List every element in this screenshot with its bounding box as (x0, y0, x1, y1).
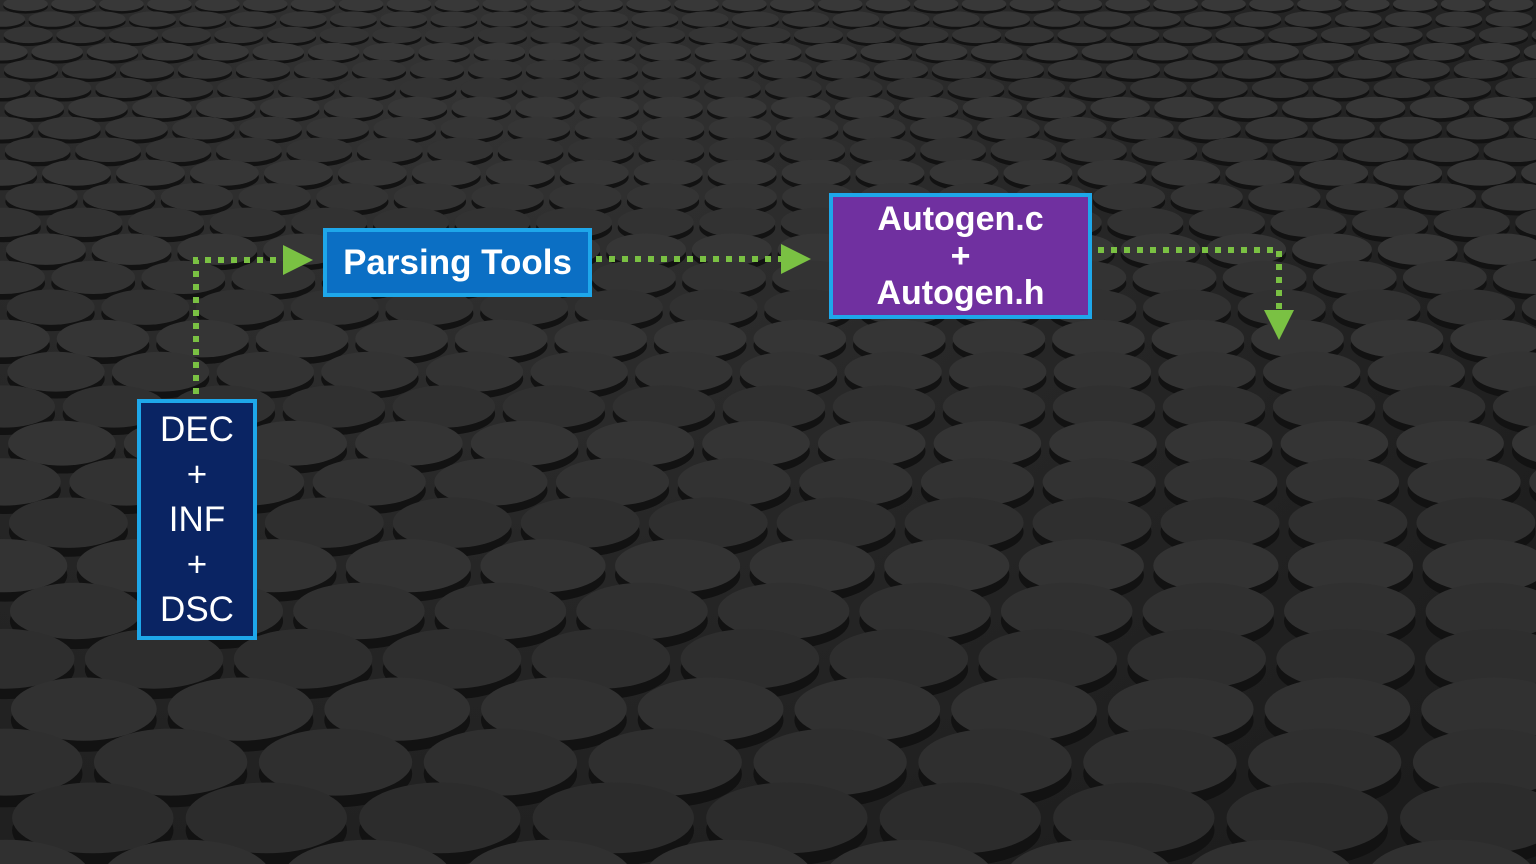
autogen-line-c: Autogen.c (877, 199, 1044, 238)
source-line-dsc: DSC (160, 590, 234, 629)
source-line-plus-1: + (186, 455, 208, 494)
parsing-tools-label: Parsing Tools (343, 242, 572, 282)
source-line-inf: INF (168, 500, 226, 539)
autogen-box: Autogen.c + Autogen.h (829, 193, 1092, 319)
autogen-line-h: Autogen.h (876, 273, 1045, 312)
source-files-box: DEC + INF + DSC (137, 399, 257, 640)
source-line-dec: DEC (160, 410, 234, 449)
arrow-source-to-parsing (193, 245, 313, 394)
parsing-tools-box: Parsing Tools (323, 228, 592, 297)
source-line-plus-2: + (186, 545, 208, 584)
autogen-line-plus: + (950, 236, 971, 275)
arrow-autogen-down (1098, 247, 1294, 340)
